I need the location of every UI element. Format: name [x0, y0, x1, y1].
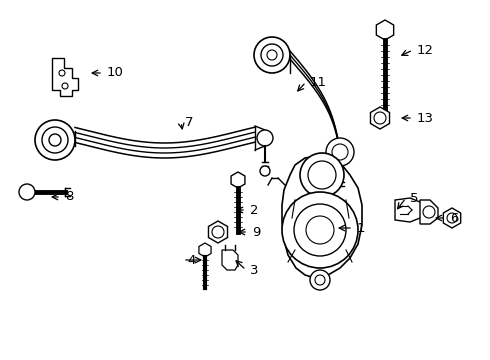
Circle shape	[212, 226, 224, 238]
Circle shape	[257, 130, 273, 146]
Circle shape	[315, 275, 325, 285]
Circle shape	[374, 112, 386, 124]
Polygon shape	[370, 107, 390, 129]
Polygon shape	[199, 243, 211, 257]
Circle shape	[447, 213, 457, 223]
Text: 3: 3	[250, 264, 259, 276]
Polygon shape	[376, 20, 393, 40]
Circle shape	[59, 70, 65, 76]
Circle shape	[42, 127, 68, 153]
Circle shape	[326, 138, 354, 166]
Text: 10: 10	[107, 67, 124, 80]
Text: 1: 1	[357, 221, 366, 234]
Circle shape	[62, 83, 68, 89]
Circle shape	[19, 184, 35, 200]
Text: 13: 13	[417, 112, 434, 125]
Text: 5: 5	[410, 192, 418, 204]
Polygon shape	[443, 208, 461, 228]
Text: 9: 9	[252, 225, 260, 238]
Polygon shape	[420, 200, 438, 224]
Circle shape	[49, 134, 61, 146]
Text: 6: 6	[450, 211, 458, 225]
Polygon shape	[395, 198, 425, 222]
Polygon shape	[222, 250, 238, 270]
Text: 4: 4	[187, 253, 196, 266]
Circle shape	[423, 206, 435, 218]
Circle shape	[300, 153, 344, 197]
Circle shape	[332, 144, 348, 160]
Circle shape	[282, 192, 358, 268]
Polygon shape	[208, 221, 227, 243]
Circle shape	[260, 166, 270, 176]
Circle shape	[308, 161, 336, 189]
Polygon shape	[231, 172, 245, 188]
Polygon shape	[282, 156, 362, 278]
Polygon shape	[52, 58, 78, 96]
Text: 11: 11	[310, 76, 327, 89]
Text: 2: 2	[250, 203, 259, 216]
Circle shape	[254, 37, 290, 73]
Circle shape	[35, 120, 75, 160]
Text: 7: 7	[185, 116, 194, 129]
Text: 12: 12	[417, 44, 434, 57]
Circle shape	[294, 204, 346, 256]
Circle shape	[267, 50, 277, 60]
Circle shape	[310, 270, 330, 290]
Text: 8: 8	[65, 190, 74, 203]
Circle shape	[261, 44, 283, 66]
Circle shape	[306, 216, 334, 244]
